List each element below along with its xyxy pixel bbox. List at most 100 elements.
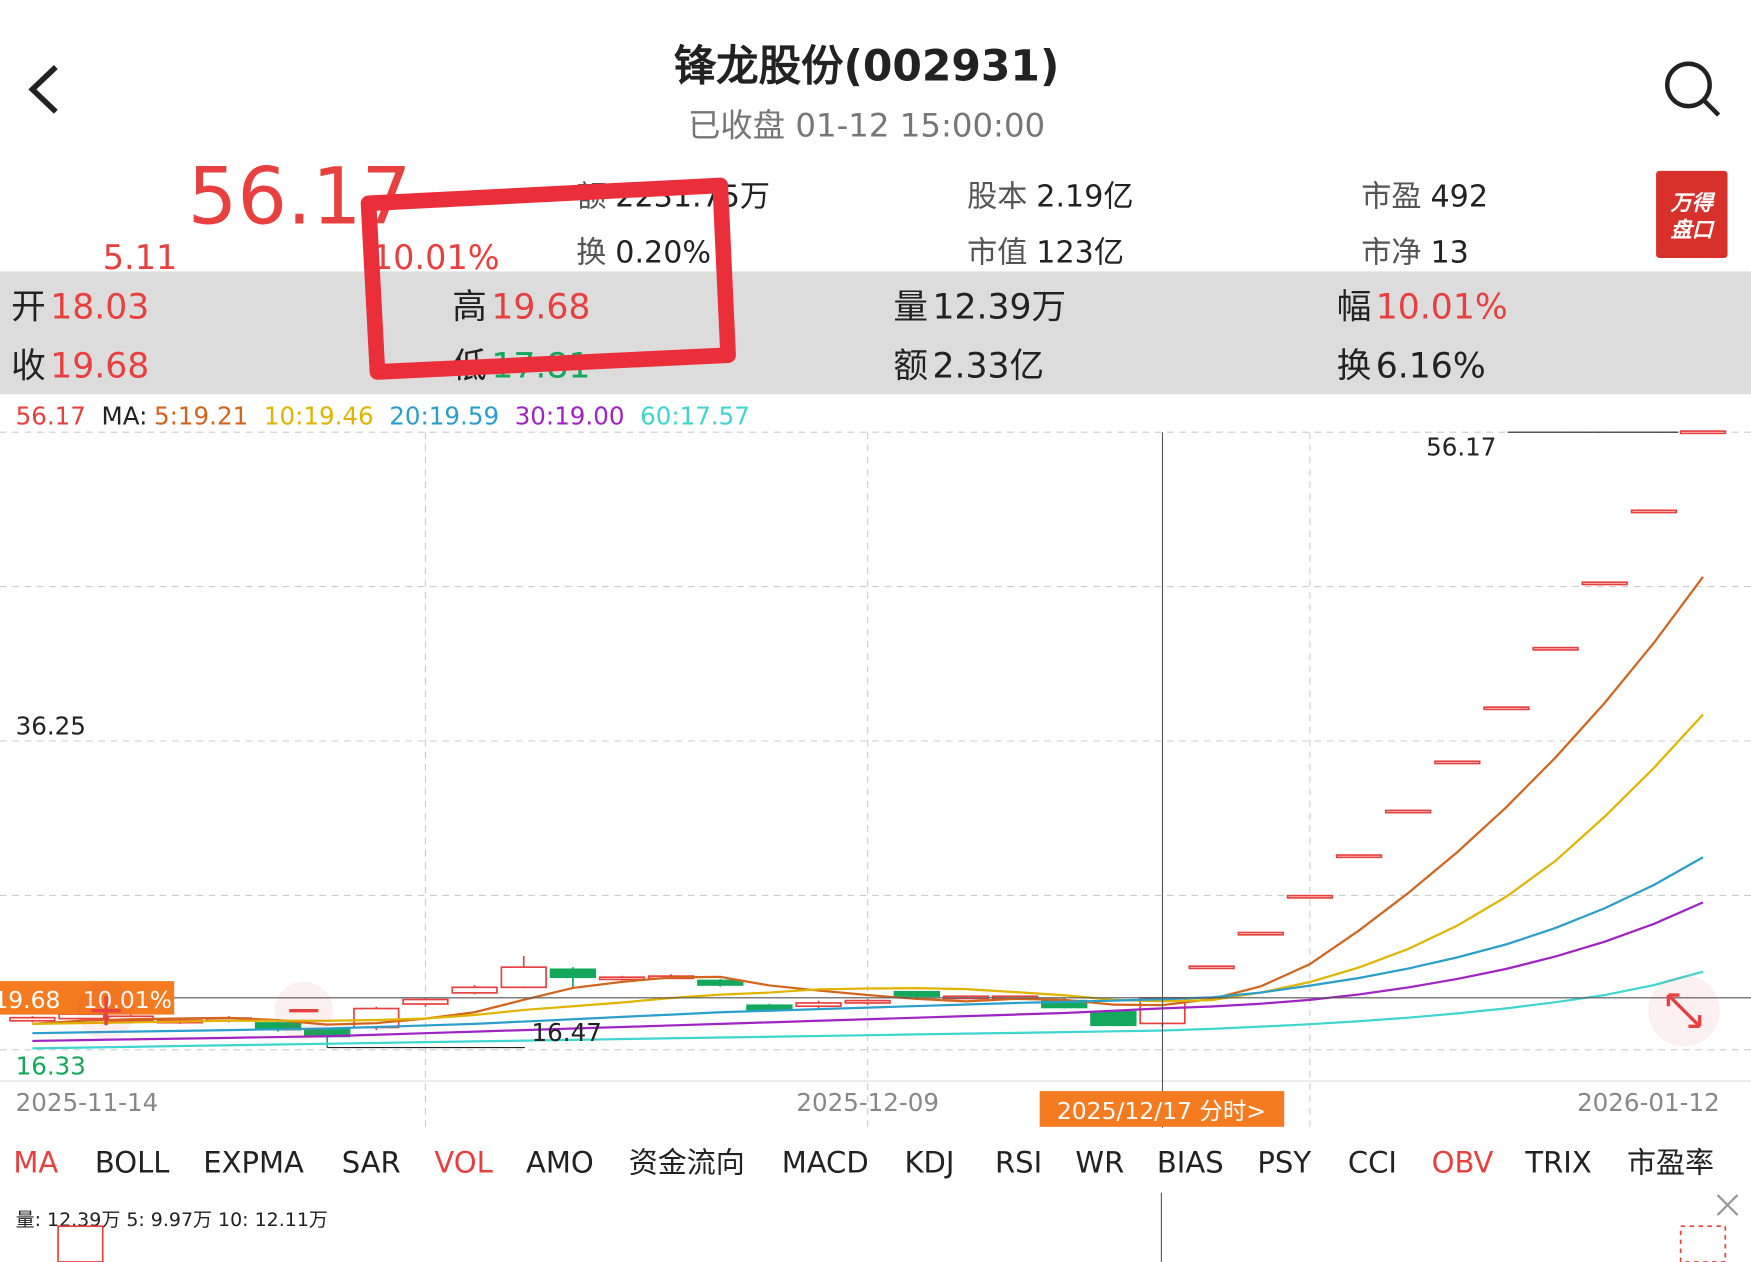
detail-value: 19.68 <box>491 287 590 327</box>
quote-field: 换 0.20% <box>576 235 711 270</box>
indicator-tab[interactable]: BOLL <box>95 1146 170 1180</box>
candle-body <box>451 986 498 994</box>
detail-field: 收 19.68 <box>11 347 149 387</box>
quote-field: 市净 13 <box>1361 235 1469 270</box>
ma-line <box>32 970 1704 1050</box>
quote-field: 市值 123亿 <box>967 235 1124 270</box>
indicator-tab[interactable]: EXPMA <box>203 1146 304 1180</box>
candle-body <box>1335 854 1383 859</box>
indicator-tab[interactable]: SAR <box>342 1146 401 1180</box>
candle-body <box>402 998 449 1005</box>
x-tick-label: 2026-01-12 <box>1577 1088 1720 1117</box>
detail-field: 幅 10.01% <box>1337 287 1508 327</box>
detail-value: 6.16% <box>1376 347 1486 387</box>
detail-field: 额 2.33亿 <box>893 347 1044 387</box>
ma-line <box>32 901 1704 1043</box>
legend-entry: 30:19.00 <box>515 401 625 430</box>
ma-line <box>32 856 1704 1035</box>
candle-body <box>1679 430 1727 435</box>
field-label: 市净 <box>1361 235 1421 270</box>
detail-value: 10.01% <box>1376 287 1508 327</box>
y-tick-label: 16.33 <box>16 1051 86 1080</box>
candle-body <box>1188 965 1235 970</box>
field-value: 492 <box>1430 180 1488 215</box>
candle-body <box>1434 760 1481 765</box>
candle-body <box>1237 931 1284 936</box>
wind-badge[interactable] <box>1656 170 1728 259</box>
legend-entry: 5:19.21 <box>154 401 248 430</box>
title: 锋龙股份(002931) <box>674 42 1060 91</box>
badge-text: 盘口 <box>1671 218 1715 243</box>
indicator-tab[interactable]: VOL <box>434 1146 493 1180</box>
back-button[interactable] <box>28 65 58 114</box>
candle-body <box>1384 809 1432 814</box>
indicator-tab[interactable]: 市盈率 <box>1627 1146 1714 1180</box>
change: 5.11 <box>103 238 178 277</box>
candle-body <box>9 1016 56 1022</box>
candle-body <box>697 979 744 986</box>
ma-line <box>32 713 1704 1025</box>
field-value: 0.20% <box>615 235 711 270</box>
candle-body <box>1090 1010 1137 1027</box>
crosshair-date-box[interactable] <box>1039 1091 1285 1127</box>
indicator-tab[interactable]: MACD <box>782 1146 869 1180</box>
field-label: 市值 <box>967 235 1027 270</box>
detail-label: 开 <box>11 287 46 327</box>
detail-field: 开 18.03 <box>11 287 149 327</box>
candle-body <box>844 999 891 1004</box>
search-button[interactable] <box>1665 61 1721 117</box>
candle-body <box>1286 894 1334 899</box>
quote-field: 市盈 492 <box>1361 180 1488 215</box>
detail-field: 高 19.68 <box>452 287 590 327</box>
ma-line <box>32 576 1704 1026</box>
y-tick-label: 36.25 <box>16 711 86 740</box>
legend-title: MA: <box>102 401 148 430</box>
indicator-tab[interactable]: MA <box>13 1146 58 1180</box>
annotation-box <box>360 177 736 380</box>
indicator-tab[interactable]: 资金流向 <box>629 1146 745 1180</box>
x-tick-label: 2025-11-14 <box>16 1088 159 1117</box>
indicator-tab[interactable]: AMO <box>526 1146 594 1180</box>
volume-legend: 量: 12.39万 5: 9.97万 10: 12.11万 <box>16 1209 328 1231</box>
candle-body <box>795 1002 842 1008</box>
field-label: 换 <box>576 235 606 270</box>
detail-label: 额 <box>893 347 928 387</box>
detail-label: 收 <box>11 347 46 387</box>
field-value: 123亿 <box>1036 235 1124 270</box>
subtitle: 已收盘 01-12 15:00:00 <box>688 106 1045 144</box>
field-label: 股本 <box>967 180 1027 215</box>
max-label: 56.17 <box>1426 433 1496 462</box>
detail-field: 量 12.39万 <box>893 287 1066 327</box>
detail-label: 幅 <box>1337 287 1372 327</box>
candle-body <box>1483 706 1530 711</box>
badge-text: 万得 <box>1670 191 1716 216</box>
legend-entry: 20:19.59 <box>389 401 499 430</box>
detail-value: 12.39万 <box>932 287 1066 327</box>
candle-body <box>549 968 597 979</box>
detail-field: 换 6.16% <box>1337 347 1486 387</box>
indicator-tab[interactable]: KDJ <box>905 1146 955 1180</box>
candle-body <box>893 990 940 997</box>
candle-body <box>1532 646 1579 651</box>
indicator-tab[interactable]: RSI <box>995 1146 1042 1180</box>
indicator-tab[interactable]: CCI <box>1348 1146 1397 1180</box>
quote-field: 股本 2.19亿 <box>967 180 1133 215</box>
detail-value: 2.33亿 <box>932 347 1044 387</box>
candle-body <box>1630 509 1678 514</box>
detail-value: 19.68 <box>50 347 149 387</box>
indicator-tab[interactable]: PSY <box>1257 1146 1311 1180</box>
zoom-icon[interactable] <box>91 996 121 1026</box>
indicator-tab[interactable]: TRIX <box>1524 1146 1591 1180</box>
indicator-tab[interactable]: WR <box>1075 1146 1124 1180</box>
candle-body <box>1581 581 1628 586</box>
indicator-tab[interactable]: BIAS <box>1157 1146 1224 1180</box>
x-tick-label: 2025-12-09 <box>796 1088 939 1117</box>
expand-icon[interactable] <box>1666 993 1702 1028</box>
ma-legend: 56.17 MA: 5:19.21 10:19.46 20:19.59 30:19.00 6… <box>16 401 750 430</box>
close-icon[interactable] <box>1716 1194 1739 1216</box>
detail-label: 换 <box>1337 347 1372 387</box>
detail-value: 18.03 <box>50 287 149 327</box>
indicator-tab[interactable]: OBV <box>1432 1146 1494 1180</box>
crosshair-date[interactable]: 2025/12/17 分时> <box>1057 1097 1266 1125</box>
